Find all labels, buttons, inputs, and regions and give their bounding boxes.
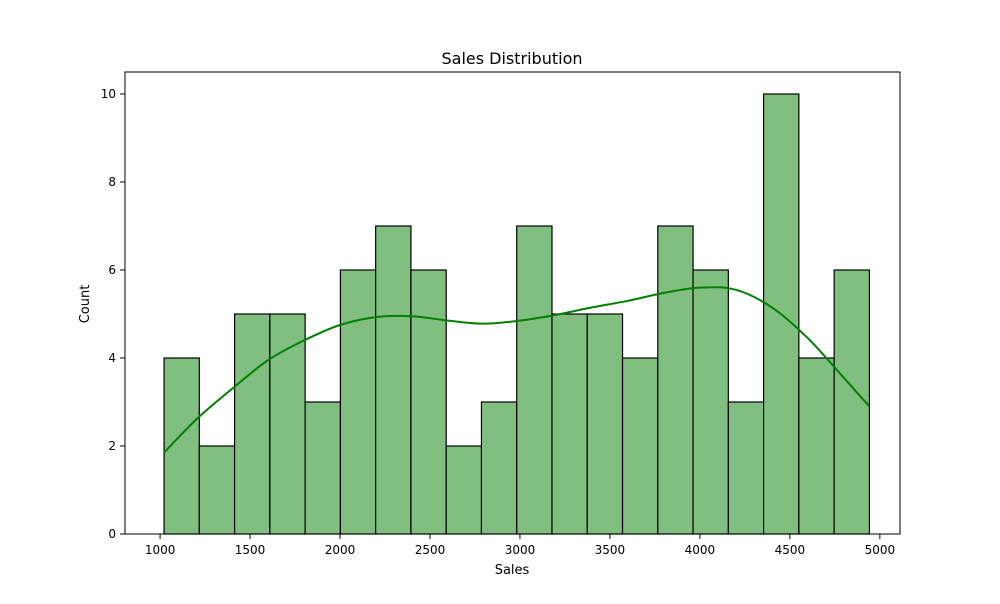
- histogram-bar: [798, 357, 835, 535]
- kde-group: [163, 286, 871, 454]
- histogram-bar: [516, 225, 553, 535]
- x-tick-label: 5000: [865, 543, 896, 557]
- y-tick-label: 2: [108, 439, 116, 453]
- histogram-bar: [727, 401, 765, 535]
- kde-line: [163, 286, 871, 454]
- histogram-bar: [657, 225, 694, 535]
- histogram-bar: [833, 269, 871, 535]
- x-tick-label: 4500: [775, 543, 806, 557]
- x-tick-label: 1000: [145, 543, 176, 557]
- bars-group: [163, 93, 871, 535]
- y-axis-label: Count: [78, 285, 93, 324]
- histogram-bar: [304, 401, 341, 535]
- y-tick-label: 6: [108, 263, 116, 277]
- histogram-bar: [621, 357, 659, 535]
- histogram-bar: [410, 269, 447, 535]
- x-tick-label: 1500: [235, 543, 266, 557]
- y-tick-label: 0: [108, 527, 116, 541]
- histogram-bar: [198, 445, 236, 535]
- plot-frame: [124, 71, 901, 535]
- histogram-bar: [445, 445, 483, 535]
- x-tick-label: 2000: [325, 543, 356, 557]
- chart-title: Sales Distribution: [441, 49, 582, 68]
- x-axis-label: Sales: [495, 563, 530, 578]
- y-tick-label: 4: [108, 351, 116, 365]
- y-tick-label: 10: [101, 87, 116, 101]
- x-tick-label: 3000: [505, 543, 536, 557]
- histogram-bar: [269, 313, 306, 535]
- histogram-bar: [551, 313, 588, 535]
- x-tick-label: 4000: [685, 543, 716, 557]
- histogram-bar: [692, 269, 729, 535]
- axes-group: 1000 1500 2000 2500 3000 3500 4000 4500 5000 0 2 4 6…: [101, 71, 901, 557]
- histogram-bar: [586, 313, 624, 535]
- y-tick-label: 8: [108, 175, 116, 189]
- histogram-bar: [233, 313, 271, 535]
- x-tick-label: 3500: [595, 543, 626, 557]
- x-tick-label: 2500: [415, 543, 446, 557]
- histogram-bar: [480, 401, 518, 535]
- histogram-bar: [339, 269, 377, 535]
- histogram-bar: [375, 225, 412, 535]
